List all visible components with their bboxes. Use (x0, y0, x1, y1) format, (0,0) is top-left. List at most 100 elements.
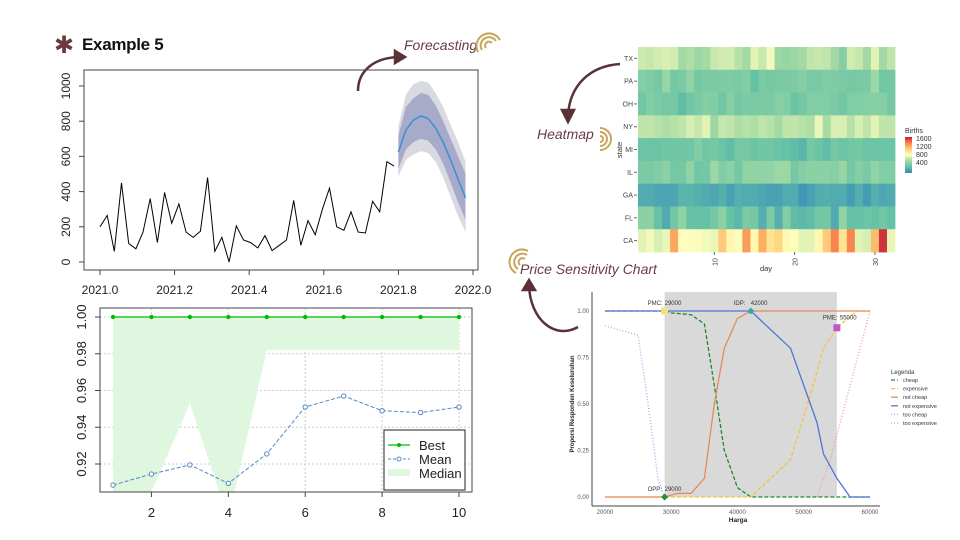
mean-point (264, 451, 270, 457)
heatmap-cell (814, 47, 824, 71)
best-point (264, 314, 269, 320)
heatmap-cell (766, 115, 775, 139)
mean-point (456, 404, 462, 410)
state-label: NY (623, 124, 633, 131)
heatmap-cell (830, 69, 840, 93)
heatmap-cell (870, 160, 880, 185)
x-tick-label: 60000 (862, 510, 879, 516)
heatmap-cell (854, 69, 864, 93)
heatmap-cell (886, 206, 896, 230)
heatmap-cell (862, 138, 872, 162)
legend-label: too expensive (903, 421, 937, 427)
best-point (418, 314, 423, 320)
heatmap-cell (678, 206, 687, 230)
heatmap-cell (830, 229, 840, 253)
heatmap-cell (646, 138, 655, 162)
heatmap-cell (662, 47, 671, 71)
heatmap-cell (654, 47, 663, 71)
mean-point (302, 404, 308, 410)
x-axis-title: Harga (729, 517, 748, 524)
y-tick-label: 0.25 (577, 449, 589, 455)
legend-title: Legenda (891, 370, 915, 376)
point-label: OPP: (648, 487, 663, 493)
heatmap-cell (814, 183, 824, 207)
heatmap-cell (638, 69, 647, 93)
point-label: PMC: (648, 301, 663, 307)
heatmap-cell (718, 160, 727, 185)
heatmap-cell (710, 138, 719, 162)
heatmap-cell (718, 183, 727, 207)
heatmap-cell (838, 138, 848, 162)
heatmap-cell (838, 115, 848, 139)
heatmap-cell (638, 183, 647, 207)
point-label: IDP: (734, 301, 746, 307)
legend-label: not cheap (903, 395, 927, 401)
y-tick-label: 0.96 (74, 378, 89, 403)
point-opp (661, 493, 669, 501)
heatmap-cell (694, 47, 703, 71)
heatmap-cell (718, 69, 727, 93)
heatmap-cell (838, 160, 848, 185)
x-tick-label: 2021.2 (156, 283, 193, 297)
mean-point (187, 462, 193, 468)
x-tick-label: 30000 (663, 510, 680, 516)
y-tick-label: 0.75 (577, 356, 589, 362)
heatmap-cell (702, 92, 711, 116)
heatmap-cell (862, 47, 872, 71)
heatmap-cell (790, 229, 800, 253)
heatmap-cell (766, 183, 775, 207)
heatmap-cell (726, 183, 735, 207)
heatmap-cell (774, 92, 783, 116)
line-too-expensive (816, 310, 871, 498)
heatmap-cell (774, 206, 783, 230)
mean-point (340, 393, 347, 399)
heatmap-cell (670, 138, 679, 162)
heatmap-cell (798, 69, 808, 93)
heatmap-cell (678, 115, 687, 139)
heatmap-cell (678, 229, 687, 253)
heatmap-cell (846, 47, 856, 71)
heatmap-cell (758, 229, 767, 253)
y-axis-title: Proporsi Responden Keseluruhan (570, 355, 576, 452)
legend-swatch-median (388, 469, 410, 476)
heatmap-cell (718, 47, 727, 71)
heatmap-cell (758, 69, 767, 93)
heatmap-cell (662, 138, 671, 162)
heatmap-cell (670, 229, 679, 253)
heatmap-cell (862, 206, 872, 230)
heatmap-cell (830, 92, 840, 116)
heatmap-cell (878, 92, 888, 116)
heatmap-cell (782, 115, 791, 139)
heatmap-cell (806, 47, 816, 71)
heatmap-cell (726, 47, 735, 71)
heatmap-cell (734, 160, 743, 185)
x-tick-label: 10 (712, 258, 719, 266)
best-point (149, 314, 154, 320)
spiral-icon (599, 127, 612, 151)
heatmap-cell (702, 229, 711, 253)
heatmap-cell (806, 92, 816, 116)
heatmap-cell (686, 206, 695, 230)
heatmap-cell (830, 47, 840, 71)
heatmap-cell (782, 206, 791, 230)
heatmap-cell (766, 92, 775, 116)
x-tick-label: 2021.0 (82, 283, 119, 297)
y-tick-label: 0.98 (74, 341, 89, 366)
heatmap-cell (742, 183, 751, 207)
heatmap-cell (734, 183, 743, 207)
mean-point (148, 471, 155, 477)
heatmap-cell (806, 69, 816, 93)
heatmap-cell (662, 206, 671, 230)
heatmap-cell (806, 229, 816, 253)
heatmap-cell (798, 92, 808, 116)
heatmap-cell (774, 183, 783, 207)
heatmap-cell (790, 183, 800, 207)
heatmap-cell (814, 115, 824, 139)
forecast-mean-line (397, 115, 467, 199)
heatmap-cell (742, 115, 751, 139)
heatmap-cell (686, 229, 695, 253)
heatmap-cell (694, 206, 703, 230)
heatmap-cell (838, 47, 848, 71)
heatmap-cell (838, 92, 848, 116)
